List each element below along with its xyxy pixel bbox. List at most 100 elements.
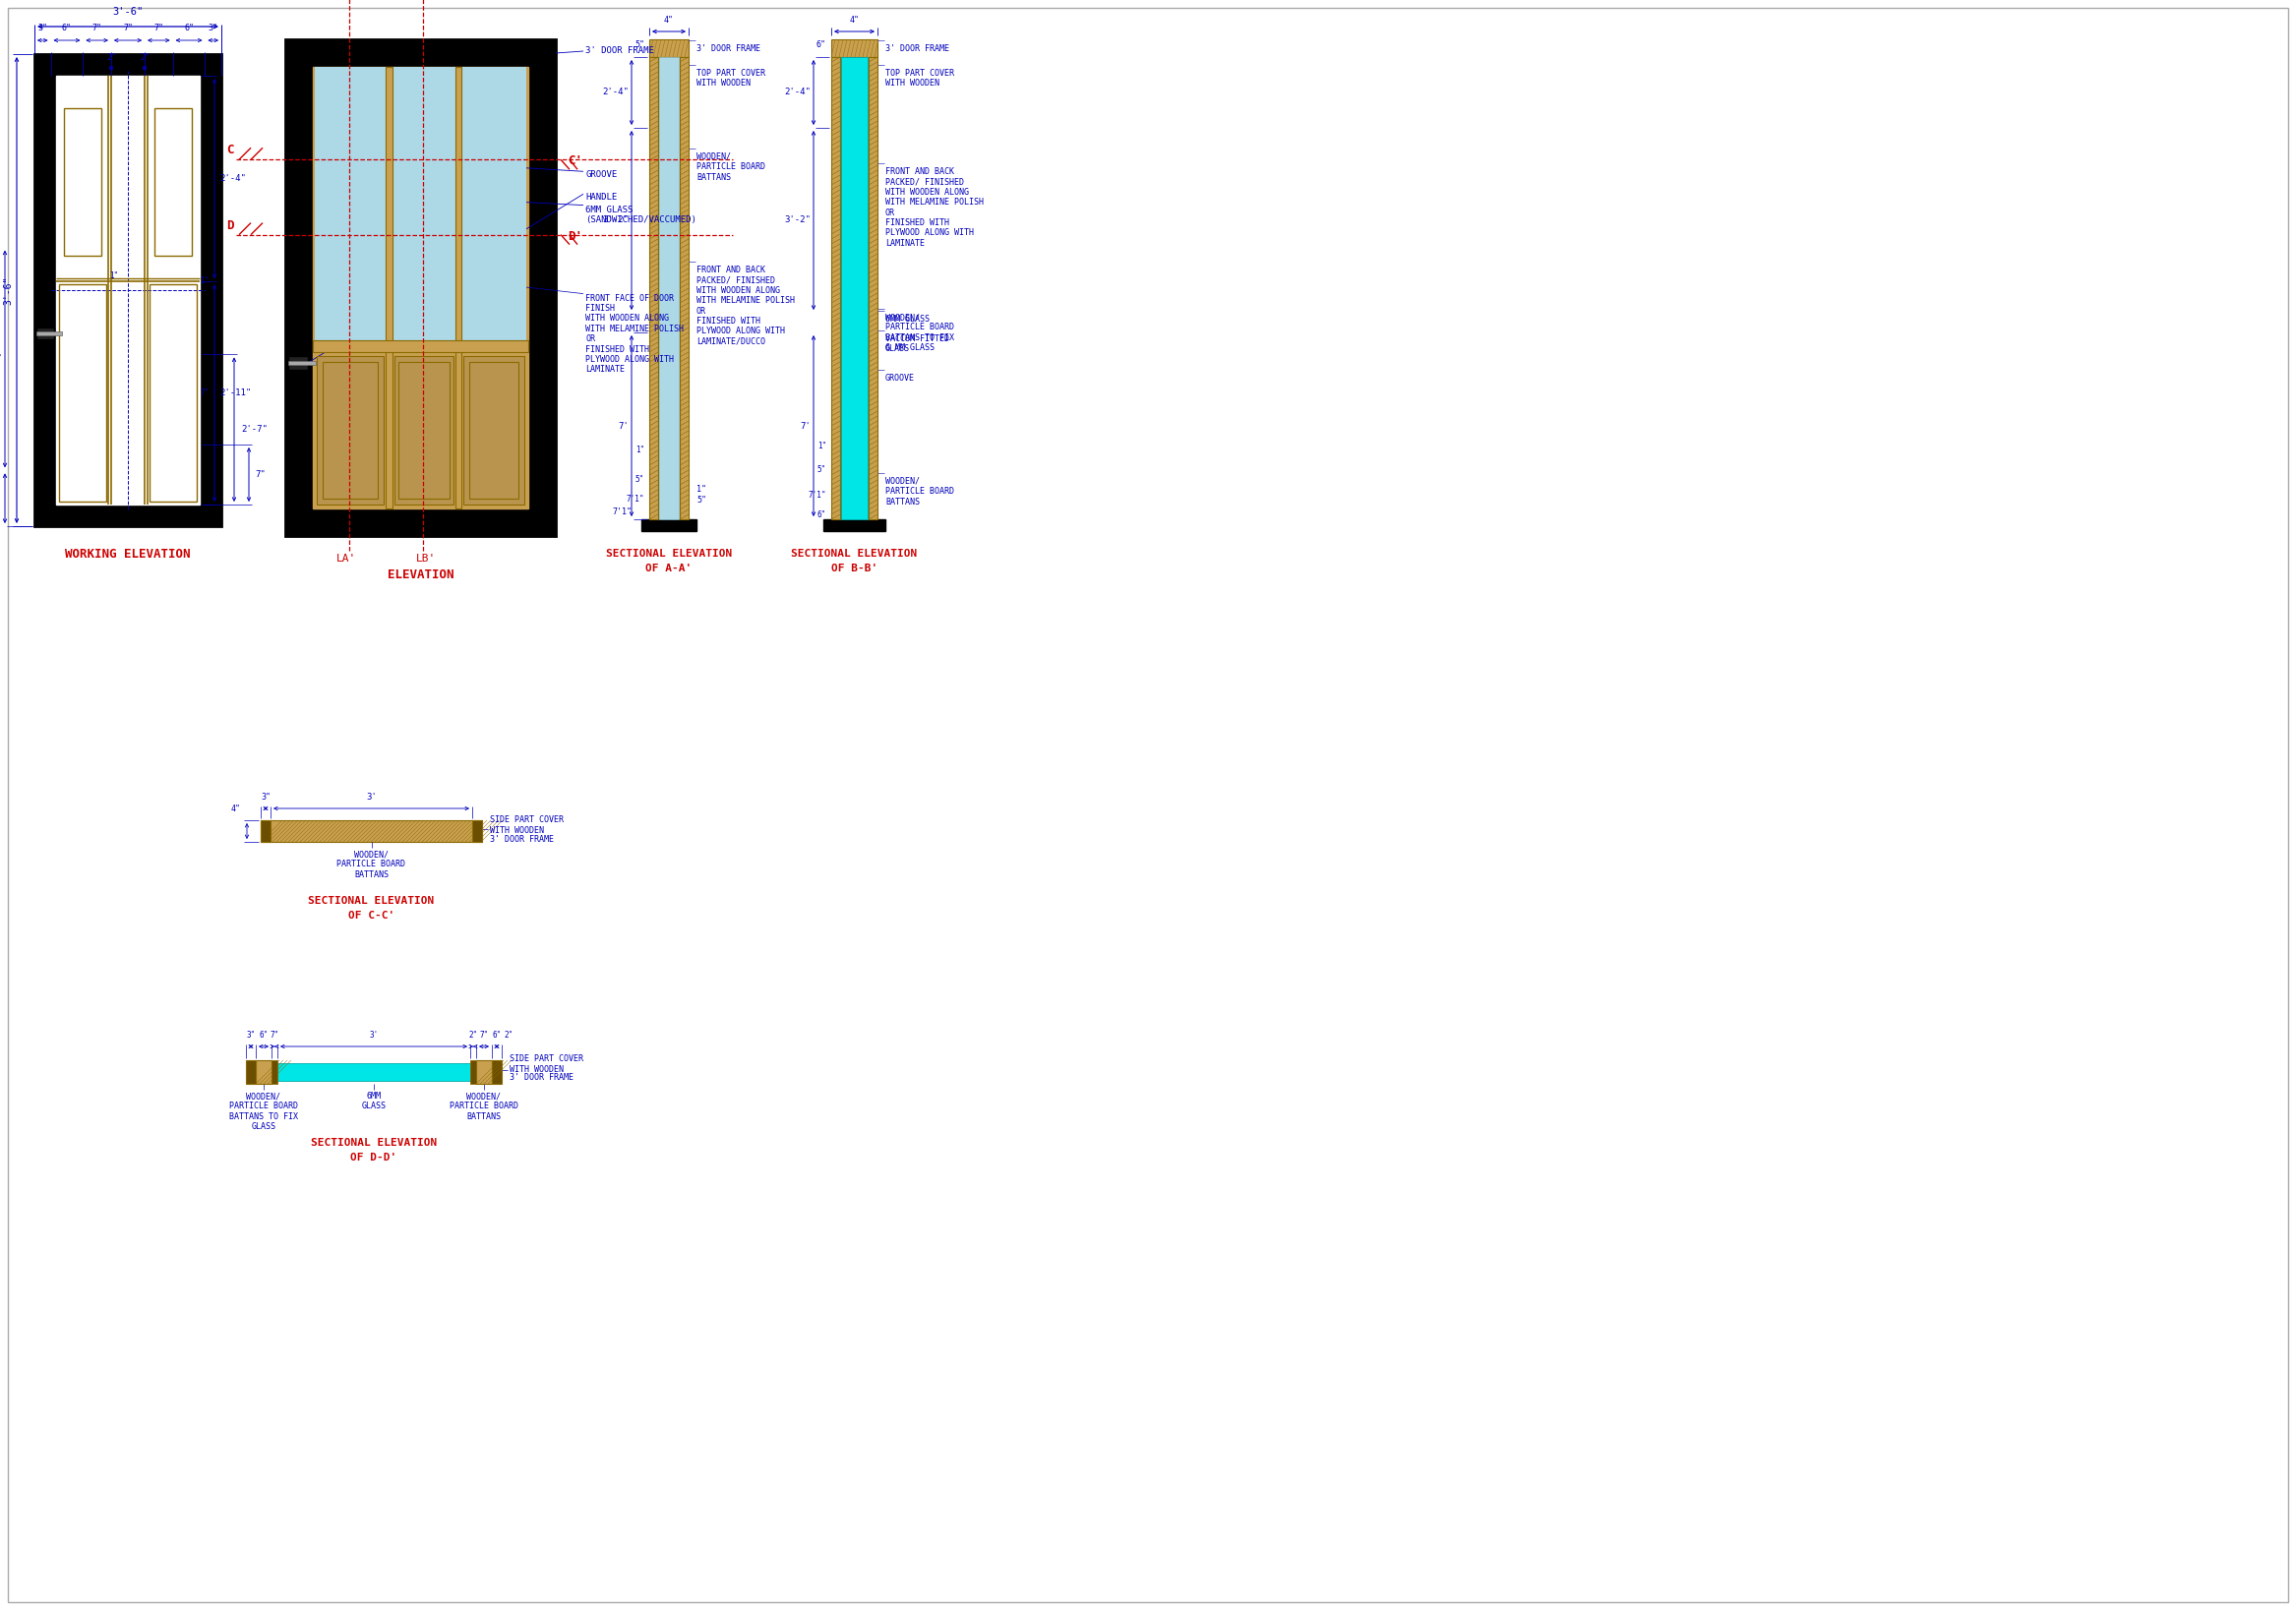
Text: 3'-2": 3'-2" [785,216,810,225]
Text: OF B-B': OF B-B' [831,564,877,573]
Bar [289,356,308,370]
Bar [680,56,689,520]
Text: 6": 6" [62,24,71,32]
Text: D: D [227,219,234,232]
Text: 2'-4": 2'-4" [220,174,246,184]
Text: 3': 3' [370,1030,379,1040]
Text: 3' DOOR FRAME: 3' DOOR FRAME [585,47,654,56]
Bar [386,68,393,509]
Text: 2'-4": 2'-4" [602,89,629,97]
Bar [37,332,62,335]
Text: 1": 1" [200,277,209,285]
Text: 3'-6": 3'-6" [2,275,14,304]
Text: 7': 7' [618,422,629,430]
Bar [255,1061,271,1084]
Bar [471,1061,475,1084]
Bar [149,285,197,502]
Bar [317,356,383,504]
Bar [473,819,482,842]
Text: TOP PART COVER
WITH WOODEN: TOP PART COVER WITH WOODEN [696,69,765,89]
Text: FRONT AND BACK
PACKED/ FINISHED
WITH WOODEN ALONG
WITH MELAMINE POLISH
OR
FINISH: FRONT AND BACK PACKED/ FINISHED WITH WOO… [886,167,983,248]
Text: LA': LA' [338,554,356,564]
Text: 3": 3" [246,1030,255,1040]
Bar [262,819,271,842]
Text: 6MM GLASS: 6MM GLASS [886,314,930,324]
Bar [393,68,455,341]
Bar [650,39,689,56]
Text: WOODEN/
PARTICLE BOARD
BATTANS: WOODEN/ PARTICLE BOARD BATTANS [696,153,765,182]
Text: WOODEN/
PARTICLE BOARD
BATTANS: WOODEN/ PARTICLE BOARD BATTANS [886,477,955,506]
Bar [400,362,450,499]
Text: 6": 6" [184,24,193,32]
Bar [55,76,200,504]
Text: 3'-6": 3'-6" [113,6,142,16]
Bar [64,108,101,256]
Text: C: C [227,143,234,156]
Text: 3'-2": 3'-2" [602,216,629,225]
Bar [824,520,886,531]
Text: SECTIONAL ELEVATION: SECTIONAL ELEVATION [606,549,732,559]
Bar [461,68,526,341]
Text: 1": 1" [110,270,119,280]
Text: 1": 1" [636,446,645,456]
Text: LB': LB' [416,554,436,564]
Text: 2'-11": 2'-11" [220,388,250,398]
Bar [868,56,877,520]
Text: 3": 3" [37,24,48,32]
Text: 2": 2" [106,53,117,61]
Bar [650,56,659,520]
Text: ELEVATION: ELEVATION [388,568,455,581]
Text: GROOVE: GROOVE [585,171,618,179]
Text: 7": 7" [480,1030,489,1040]
Text: 5": 5" [817,465,827,475]
Text: 4": 4" [850,16,859,24]
Text: 7'1": 7'1" [808,491,827,499]
Text: FRONT FACE OF DOOR
FINISH
WITH WOODEN ALONG
WITH MELAMINE POLISH
OR
FINISHED WIT: FRONT FACE OF DOOR FINISH WITH WOODEN AL… [585,293,684,374]
Text: GROOVE: GROOVE [886,374,914,383]
Text: 3": 3" [262,792,271,802]
Text: D': D' [567,230,583,243]
Bar [831,39,877,56]
Bar [455,68,461,509]
Text: SECTIONAL ELEVATION: SECTIONAL ELEVATION [792,549,918,559]
Text: SIDE PART COVER
WITH WOODEN: SIDE PART COVER WITH WOODEN [510,1055,583,1074]
Text: 7": 7" [154,24,163,32]
Text: WORKING ELEVATION: WORKING ELEVATION [64,547,191,560]
Text: 7": 7" [200,388,209,398]
Text: SECTIONAL ELEVATION: SECTIONAL ELEVATION [310,1138,436,1148]
Bar [395,356,452,504]
Text: WOODEN/
PARTICLE BOARD
BATTANS: WOODEN/ PARTICLE BOARD BATTANS [450,1092,519,1121]
Text: C': C' [567,155,583,167]
Text: 7": 7" [92,24,101,32]
Text: 6": 6" [817,510,827,520]
Text: OF C-C': OF C-C' [349,911,395,921]
Text: SECTIONAL ELEVATION: SECTIONAL ELEVATION [308,897,434,906]
Bar [840,56,868,520]
Text: 2": 2" [468,1030,478,1040]
Text: 6MM
GLASS: 6MM GLASS [360,1092,386,1111]
Bar [37,327,55,340]
Text: 6": 6" [817,40,827,48]
Bar [312,68,528,509]
Text: 3' DOOR FRAME: 3' DOOR FRAME [886,43,948,53]
Text: TOP PART COVER
WITH WOODEN: TOP PART COVER WITH WOODEN [886,69,955,89]
Bar [659,56,680,520]
Bar [491,1061,503,1084]
Text: 3": 3" [209,24,218,32]
Text: 6MM GLASS
(SANDWICHED/VACCUMED): 6MM GLASS (SANDWICHED/VACCUMED) [585,206,696,224]
Text: 1": 1" [817,441,827,449]
Text: 6": 6" [259,1030,269,1040]
Text: WOODEN/
PARTICLE BOARD
BATTANS: WOODEN/ PARTICLE BOARD BATTANS [338,850,406,879]
Bar [278,1063,471,1080]
Text: HANDLE: HANDLE [585,193,618,201]
Bar [312,341,528,351]
Bar [641,520,696,531]
Text: 7": 7" [271,1030,280,1040]
Text: 3' DOOR FRAME: 3' DOOR FRAME [489,834,553,844]
Text: 3' DOOR FRAME: 3' DOOR FRAME [696,43,760,53]
Text: 2": 2" [140,53,149,61]
Text: 2'-4": 2'-4" [785,89,810,97]
Bar [34,55,220,526]
Bar [271,1061,278,1084]
Text: FRONT AND BACK
PACKED/ FINISHED
WITH WOODEN ALONG
WITH MELAMINE POLISH
OR
FINISH: FRONT AND BACK PACKED/ FINISHED WITH WOO… [696,266,794,346]
